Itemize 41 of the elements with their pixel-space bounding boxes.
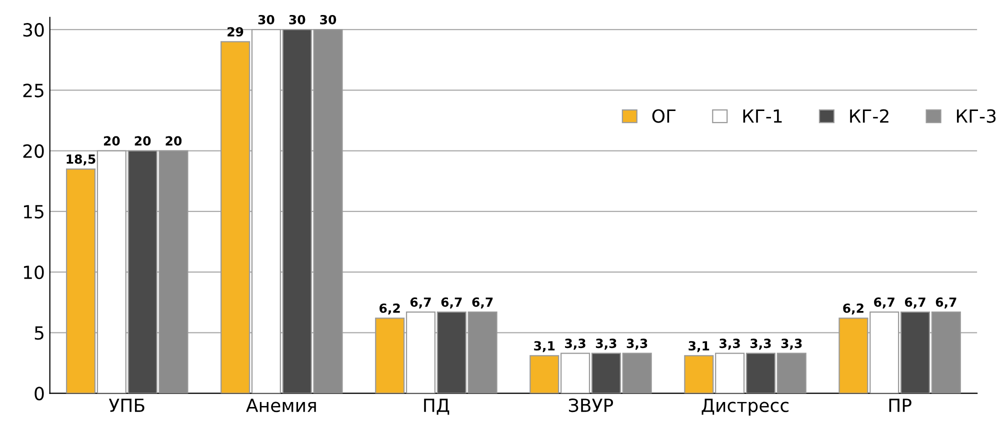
data-label: 3,1 [688, 341, 710, 352]
y-tick-label: 20 [23, 144, 44, 158]
data-label: 20 [134, 136, 151, 146]
x-tick-label: УПБ [108, 398, 144, 412]
data-label: 6,7 [874, 297, 894, 308]
data-label: 6,7 [472, 297, 493, 308]
y-tick-label: 25 [23, 84, 44, 98]
legend-label: КГ-2 [850, 109, 888, 123]
data-label: 18,5 [66, 154, 96, 166]
data-label: 30 [320, 14, 336, 24]
legend-label: КГ-1 [743, 109, 782, 123]
y-tick-label: 5 [34, 326, 44, 340]
y-tick-label: 30 [23, 23, 44, 37]
y-tick-label: 0 [34, 386, 44, 400]
data-label: 6,7 [936, 297, 956, 308]
data-label: 6,2 [380, 303, 400, 315]
x-tick-label: Дистресс [702, 398, 788, 416]
data-label: 6,7 [410, 297, 431, 308]
x-tick-label: ПД [424, 398, 450, 415]
y-tick-label: 10 [24, 266, 44, 280]
legend-label: ОГ [652, 109, 676, 123]
data-label: 20 [166, 136, 182, 146]
data-label: 30 [289, 14, 306, 24]
data-label: 3,3 [720, 338, 740, 350]
data-label: 3,3 [565, 338, 586, 350]
data-label: 3,1 [534, 341, 555, 352]
data-label: 29 [228, 27, 244, 37]
x-tick-label: ЗВУР [568, 398, 614, 412]
data-label: 3,3 [781, 338, 802, 350]
data-label: 3,3 [596, 338, 616, 350]
data-label: 3,3 [626, 338, 648, 350]
data-label: 20 [104, 136, 120, 146]
data-label: 30 [258, 14, 274, 24]
data-label: 3,3 [750, 338, 771, 350]
data-label: 6,7 [904, 297, 926, 308]
legend-label: КГ-3 [956, 109, 996, 123]
data-label: 6,2 [843, 303, 864, 315]
y-tick-label: 15 [24, 205, 44, 219]
x-tick-label: Анемия [246, 398, 316, 412]
x-tick-label: ПР [889, 398, 912, 412]
data-label: 6,7 [441, 297, 462, 308]
